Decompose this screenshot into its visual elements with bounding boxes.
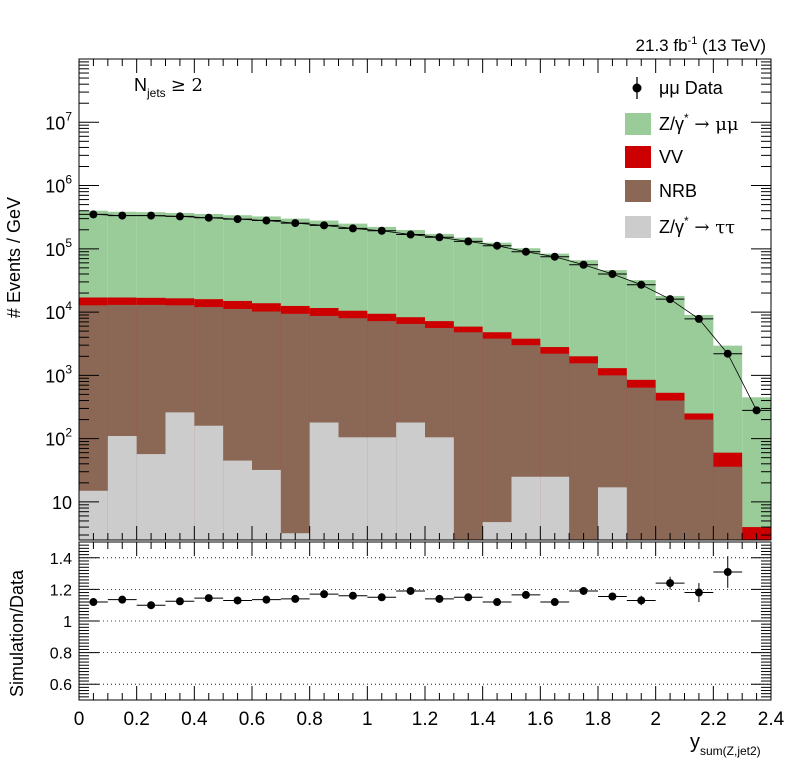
- bar-1-22: [713, 466, 743, 540]
- ratio-point-21: [694, 588, 703, 597]
- bar-0-1: [107, 436, 137, 540]
- ratio-point-0: [89, 598, 98, 607]
- y-tick-label: 105: [45, 236, 72, 260]
- category-label: Njets ≥ 2: [134, 75, 203, 100]
- x-tick-label: 0.6: [239, 709, 265, 730]
- ratio-point-6: [262, 595, 271, 604]
- legend-entry-3: NRB: [625, 180, 697, 202]
- bar-0-2: [136, 454, 166, 540]
- legend-label-4: Z/γ* → ττ: [659, 214, 735, 238]
- ratio-point-10: [377, 593, 386, 602]
- bar-0-8: [309, 422, 339, 540]
- ratio-point-12: [435, 594, 444, 603]
- bar-1-13: [453, 332, 483, 540]
- bar-1-14: [482, 338, 512, 540]
- ratio-point-19: [637, 596, 646, 605]
- x-tick-label: 1.2: [412, 709, 438, 730]
- bar-0-5: [223, 460, 252, 540]
- bar-3-23: [742, 397, 771, 540]
- ratio-point-9: [348, 591, 357, 600]
- ratio-point-1: [118, 595, 127, 604]
- legend-label-2: VV: [659, 147, 683, 167]
- bar-1-19: [626, 387, 656, 540]
- series-Z/γ* → ττ: [79, 412, 627, 540]
- ratio-point-17: [579, 586, 588, 595]
- ratio-point-14: [493, 598, 502, 607]
- y-tick-label: 106: [45, 173, 72, 197]
- bar-1-20: [655, 400, 685, 540]
- bar-0-6: [252, 469, 281, 540]
- legend-swatch-1: [625, 113, 651, 135]
- ratio-y-tick-label: 1: [63, 614, 72, 631]
- ratio-panel: 0.6 0.8 1 1.2 1.4 0 0.2 0.4 0.6 0.8 1 1.2 1.4 1.6 1.8…: [7, 541, 785, 758]
- x-tick-label: 1.4: [469, 709, 496, 730]
- x-tick-label: 0.8: [296, 709, 322, 730]
- y-tick-label: 10: [52, 493, 72, 513]
- x-tick-label: 2: [650, 709, 661, 730]
- y-tick-label: 107: [45, 109, 72, 133]
- legend-label-0: μμ Data: [659, 78, 724, 98]
- x-tick-label: 1: [362, 709, 373, 730]
- legend-entry-1: Z/γ* → μμ: [625, 111, 739, 135]
- legend-entry-0: μμ Data: [632, 77, 724, 99]
- ratio-point-2: [147, 601, 156, 610]
- x-tick-label: 2.4: [758, 709, 785, 730]
- bar-0-10: [367, 437, 397, 540]
- x-tick-label: 0.4: [181, 709, 208, 730]
- bar-0-0: [79, 490, 108, 540]
- x-tick-label: 0: [74, 709, 85, 730]
- ratio-y-tick-label: 1.2: [50, 582, 72, 599]
- x-axis-label: ysum(Z,jet2): [690, 731, 761, 758]
- ratio-point-5: [233, 596, 242, 605]
- x-tick-label: 1.8: [585, 709, 611, 730]
- ratio-point-11: [406, 586, 415, 595]
- bar-1-17: [569, 363, 598, 540]
- ratio-point-3: [175, 597, 184, 606]
- ratio-point-15: [521, 590, 530, 599]
- ratio-point-13: [464, 593, 473, 602]
- ratio-point-16: [550, 598, 559, 607]
- ratio-point-4: [204, 594, 213, 603]
- ratio-point-20: [666, 579, 675, 588]
- bar-0-14: [482, 522, 512, 540]
- ratio-y-tick-label: 1.4: [50, 551, 72, 568]
- bar-1-21: [684, 419, 714, 540]
- bar-0-16: [540, 476, 570, 540]
- legend-label-3: NRB: [659, 181, 697, 201]
- lumi-label: 21.3 fb-1 (13 TeV): [636, 35, 766, 55]
- bar-0-11: [396, 422, 425, 540]
- bar-0-4: [194, 425, 224, 540]
- legend-swatch-4: [625, 216, 651, 238]
- ratio-y-tick-label: 0.8: [50, 646, 72, 663]
- bar-0-3: [165, 412, 195, 540]
- legend-marker-0: [632, 83, 642, 93]
- y-tick-label: 103: [45, 362, 72, 386]
- legend-label-1: Z/γ* → μμ: [659, 111, 739, 135]
- bar-1-7: [280, 313, 310, 540]
- y-tick-label: 102: [45, 426, 72, 450]
- ratio-y-tick-label: 0.6: [50, 677, 72, 694]
- x-tick-label: 0.2: [123, 709, 149, 730]
- legend-swatch-3: [625, 180, 651, 202]
- y-axis-label: # Events / GeV: [4, 197, 24, 318]
- x-tick-label: 1.6: [527, 709, 553, 730]
- ratio-point-22: [723, 568, 732, 577]
- legend-entry-4: Z/γ* → ττ: [625, 214, 735, 238]
- total-mc-line: [93, 213, 757, 411]
- legend-entry-2: VV: [625, 146, 683, 168]
- y-tick-label: 104: [45, 299, 72, 323]
- ratio-point-7: [291, 594, 300, 603]
- bar-0-15: [511, 476, 541, 540]
- bar-0-12: [425, 437, 454, 540]
- ratio-point-8: [320, 590, 329, 599]
- bar-0-18: [598, 487, 627, 540]
- ratio-y-axis-label: Simulation/Data: [7, 569, 27, 697]
- x-tick-label: 2.2: [700, 709, 726, 730]
- ratio-point-18: [608, 592, 617, 601]
- legend: μμ Data Z/γ* → μμ VV NRB Z/γ* → ττ: [625, 77, 739, 238]
- legend-swatch-2: [625, 146, 651, 168]
- bar-0-9: [338, 437, 368, 540]
